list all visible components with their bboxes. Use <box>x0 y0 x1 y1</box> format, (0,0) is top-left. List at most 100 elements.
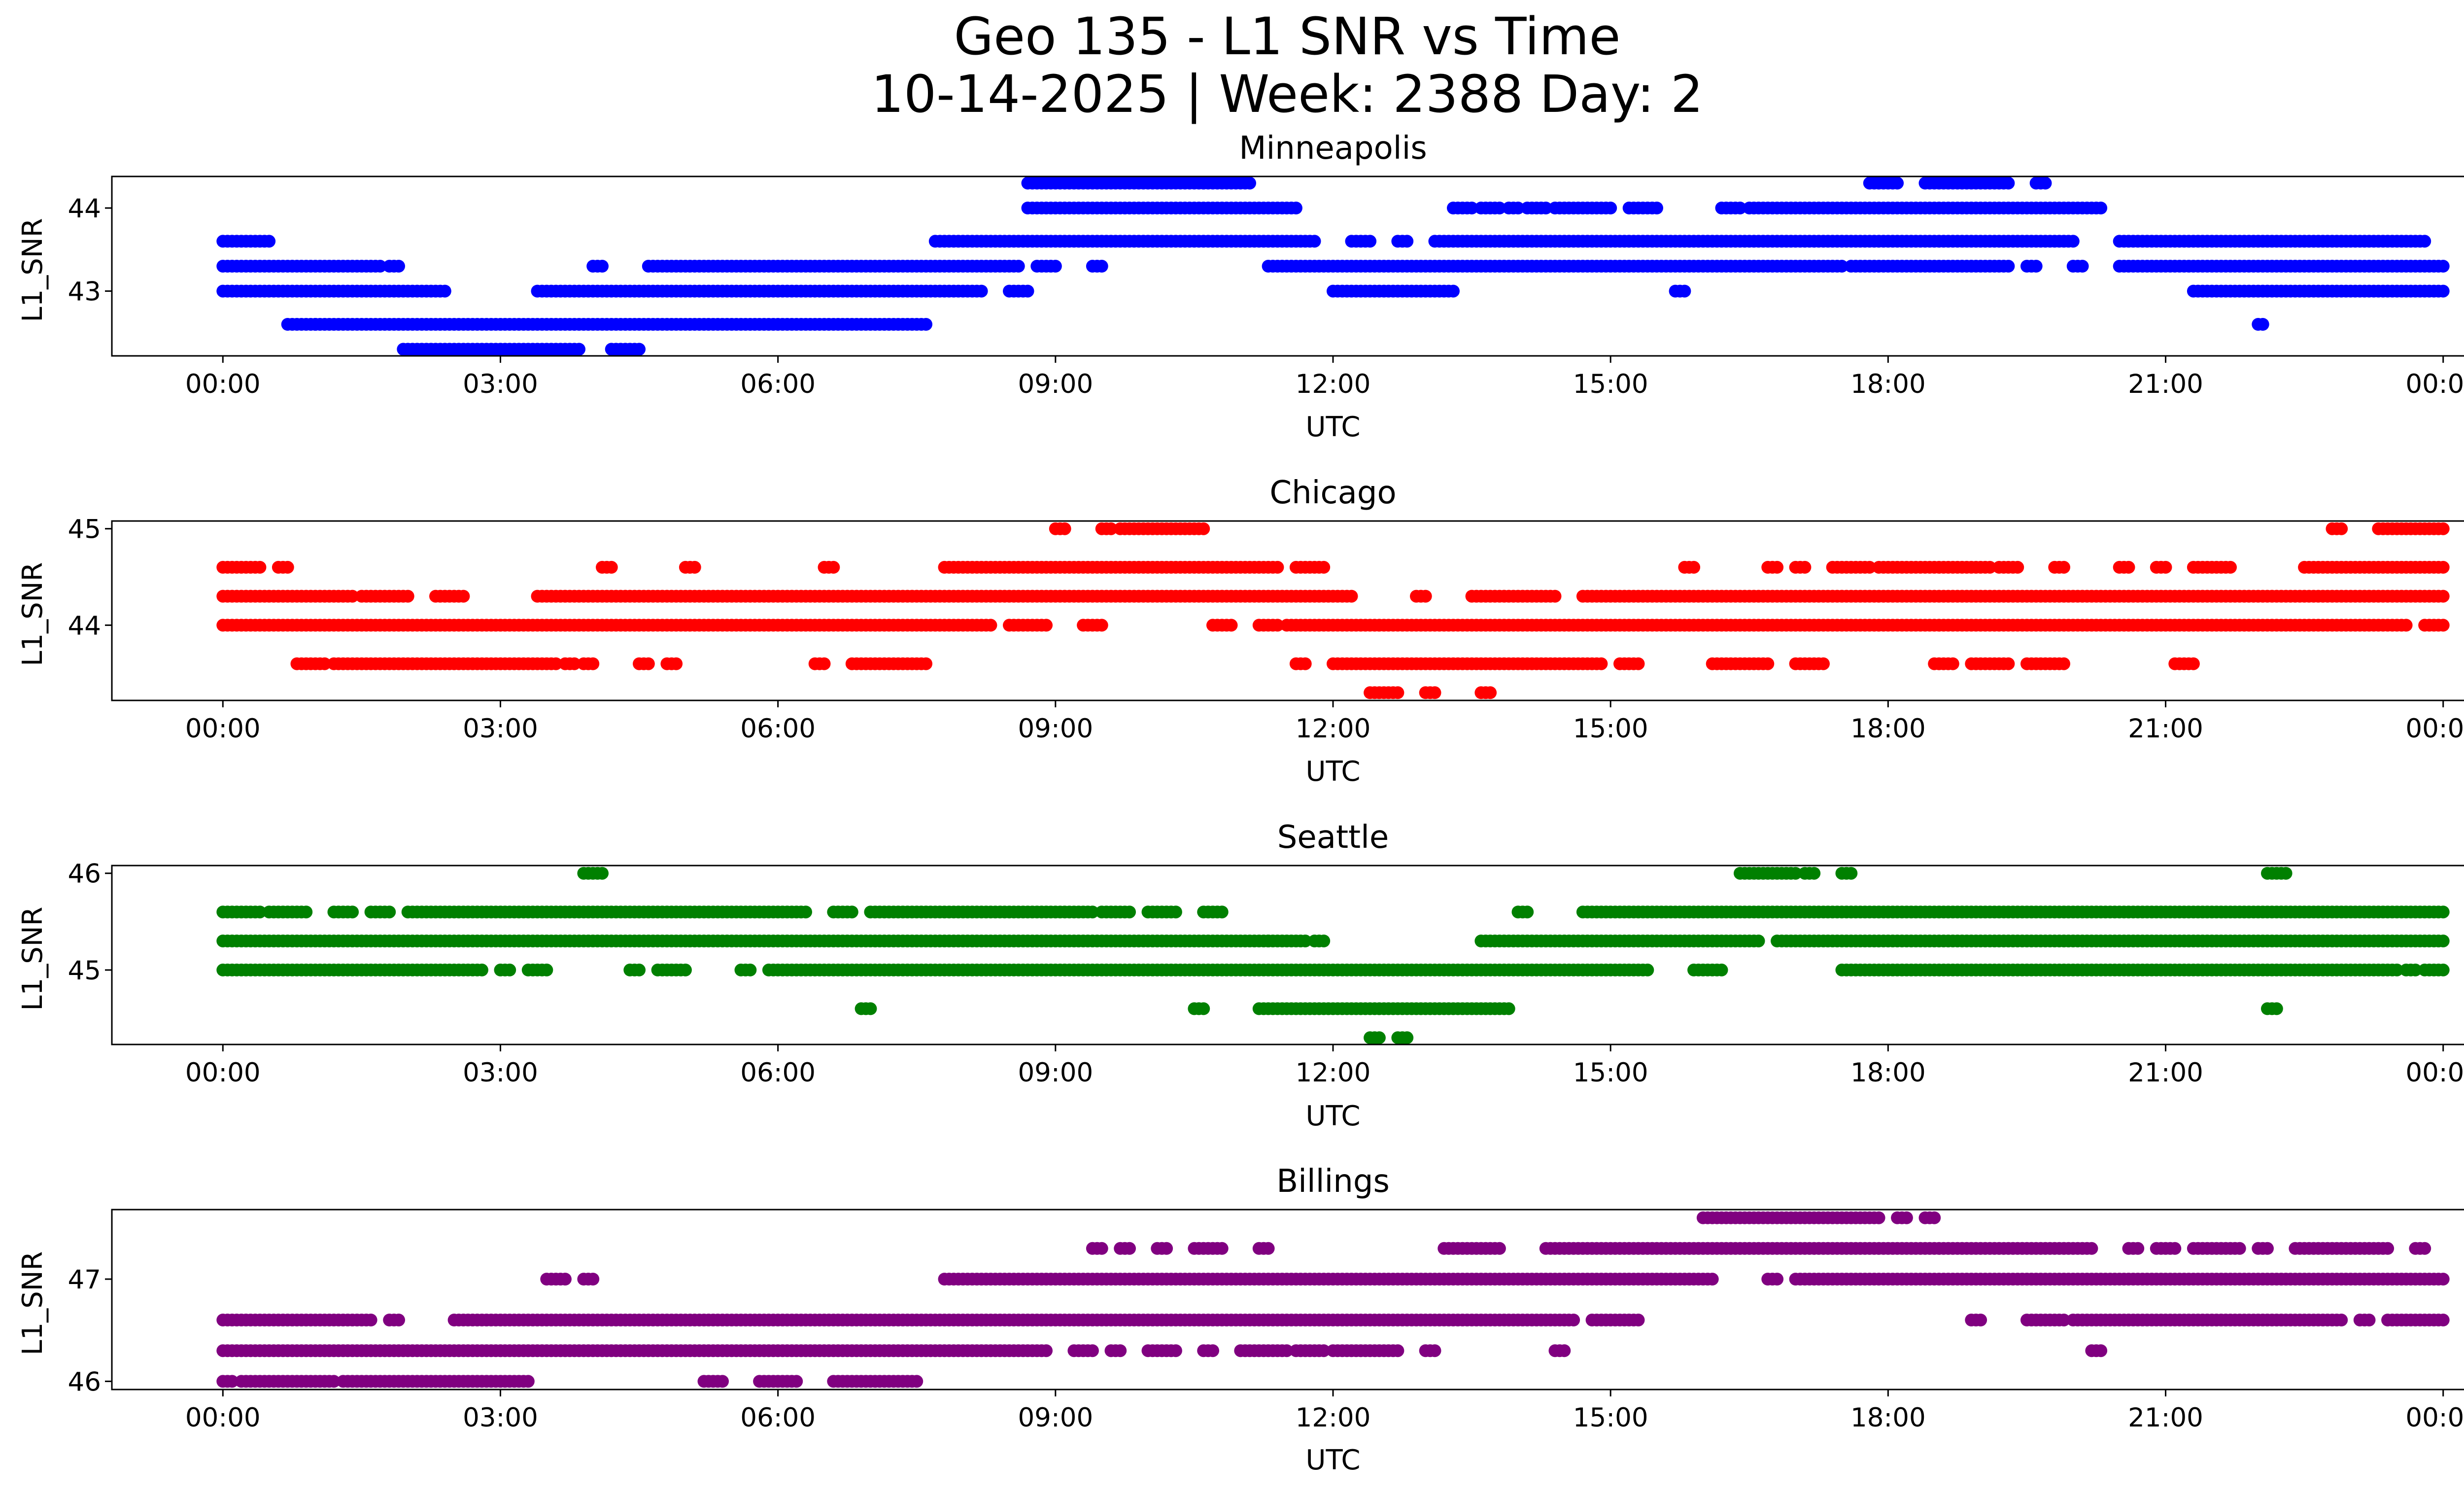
data-point <box>1447 284 1460 298</box>
plot-content: 00:00 03:00 06:00 09:00 12:00 15:00 18:00 21:00… <box>68 175 2464 1433</box>
data-point <box>1299 657 1312 670</box>
data-point <box>1012 260 1025 273</box>
data-point <box>1040 619 1053 632</box>
data-point <box>596 260 609 273</box>
data-point <box>1169 1344 1182 1357</box>
data-points <box>216 522 2450 699</box>
data-point <box>573 343 585 356</box>
data-point <box>2390 963 2403 976</box>
data-point <box>2002 657 2015 670</box>
data-point <box>1086 1344 1099 1357</box>
data-point <box>1632 657 1645 670</box>
data-point <box>827 560 840 574</box>
data-point <box>1678 284 1691 298</box>
data-point <box>984 619 997 632</box>
data-point <box>1280 1344 1294 1357</box>
data-point <box>1595 657 1608 670</box>
data-point <box>1752 935 1765 947</box>
y-axis-label: L1_SNR <box>17 906 49 1010</box>
data-point <box>1761 657 1775 670</box>
x-tick-label: 15:00 <box>1573 369 1648 399</box>
x-tick-label: 15:00 <box>1573 1058 1648 1088</box>
data-point <box>401 590 414 603</box>
y-axis-label: L1_SNR <box>17 1251 49 1355</box>
data-point <box>2122 560 2135 574</box>
x-tick-label: 03:00 <box>463 1058 538 1088</box>
data-point <box>1798 560 1812 574</box>
data-point <box>383 905 396 919</box>
x-axis-label: UTC <box>1305 756 1360 788</box>
data-point <box>2436 619 2450 632</box>
data-point <box>438 284 451 298</box>
data-point <box>558 1273 572 1286</box>
panel-title: Seattle <box>1277 819 1389 856</box>
data-point <box>605 560 618 574</box>
data-point <box>1835 260 1848 273</box>
data-point <box>2418 235 2431 248</box>
data-point <box>1641 963 1654 976</box>
data-point <box>346 905 359 919</box>
data-point <box>2436 560 2450 574</box>
data-point <box>1558 1344 1571 1357</box>
data-point <box>1206 1344 1219 1357</box>
data-point <box>633 343 646 356</box>
data-point <box>1428 686 1441 699</box>
x-tick-label: 06:00 <box>740 1058 816 1088</box>
data-point <box>2436 522 2450 535</box>
data-point <box>1465 202 1478 214</box>
data-point <box>1197 1002 1210 1015</box>
y-tick-label: 43 <box>68 277 101 307</box>
data-point <box>2362 1314 2376 1326</box>
panel-title: Billings <box>1276 1163 1390 1200</box>
data-point <box>374 260 387 273</box>
data-point <box>2094 1344 2108 1357</box>
y-axis-label: L1_SNR <box>17 218 49 322</box>
data-point <box>1817 657 1830 670</box>
data-point <box>2002 176 2015 190</box>
data-point <box>596 867 609 880</box>
data-point <box>1086 905 1099 919</box>
data-point <box>392 260 405 273</box>
data-point <box>1095 260 1108 273</box>
data-point <box>1419 590 1432 603</box>
data-point <box>2399 619 2413 632</box>
data-point <box>1484 686 1497 699</box>
data-point <box>1391 1344 1404 1357</box>
data-point <box>281 560 294 574</box>
data-point <box>2436 935 2450 947</box>
data-point <box>503 963 516 976</box>
data-point <box>2436 590 2450 603</box>
data-point <box>1123 905 1136 919</box>
data-point <box>1493 202 1506 214</box>
figure-title: Geo 135 - L1 SNR vs Time <box>954 6 1620 67</box>
x-tick-label: 15:00 <box>1573 714 1648 744</box>
data-point <box>2039 176 2052 190</box>
panel-title: Chicago <box>1269 475 1396 511</box>
x-tick-label: 06:00 <box>740 369 816 399</box>
panel-billings: Billings UTC L1_SNR <box>17 1163 1390 1476</box>
data-point <box>1058 522 1071 535</box>
data-points <box>216 867 2450 1044</box>
data-point <box>1428 1344 1441 1357</box>
data-point <box>1040 1344 1053 1357</box>
data-point <box>1734 202 1746 214</box>
data-point <box>920 657 932 670</box>
data-point <box>2057 1314 2070 1326</box>
x-tick-label: 12:00 <box>1296 714 1371 744</box>
data-point <box>2436 260 2450 273</box>
data-points <box>216 1211 2450 1388</box>
data-point <box>642 657 655 670</box>
x-tick-label: 00:00 <box>2405 1058 2464 1088</box>
data-point <box>521 1375 535 1388</box>
data-point <box>2436 1314 2450 1326</box>
data-point <box>744 963 757 976</box>
data-point <box>1243 176 1256 190</box>
data-point <box>549 657 563 670</box>
data-point <box>1845 867 1858 880</box>
data-point <box>1104 522 1118 535</box>
data-point <box>1983 560 1996 574</box>
data-point <box>346 590 359 603</box>
data-point <box>1650 202 1663 214</box>
x-tick-label: 18:00 <box>1850 1058 1926 1088</box>
data-point <box>475 963 488 976</box>
